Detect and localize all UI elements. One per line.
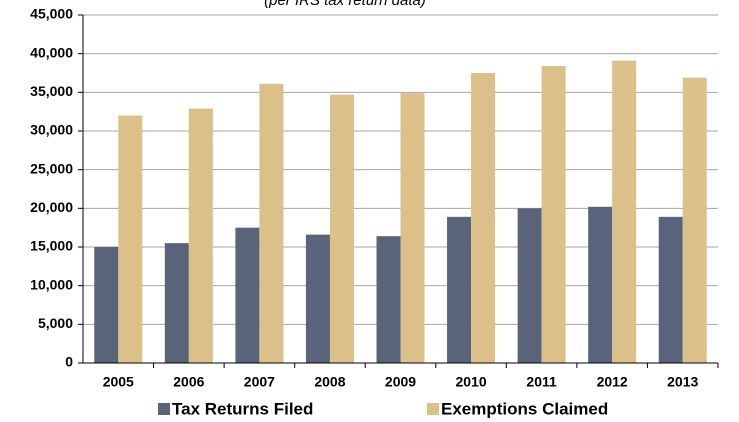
bar [235,227,260,363]
y-tick-label: 35,000 [30,83,73,99]
y-tick-label: 40,000 [30,44,73,60]
bar [164,243,189,363]
x-tick-label: 2011 [526,374,557,390]
bar [259,83,284,364]
y-tick-label: 25,000 [30,160,73,176]
bar [118,115,143,364]
y-tick-label: 5,000 [38,315,73,331]
bar [612,60,637,363]
bar [188,108,213,363]
legend-swatch [158,403,170,415]
x-tick-label: 2005 [103,374,134,390]
y-tick-label: 45,000 [30,6,73,22]
x-tick-label: 2007 [244,374,275,390]
x-tick-label: 2013 [667,374,698,390]
chart-subtitle: (per IRS tax return data) [264,0,426,9]
bar [94,247,119,363]
legend-label: Tax Returns Filed [172,399,313,418]
y-tick-label: 0 [65,354,73,370]
legend-swatch [427,403,439,415]
bar [682,77,707,363]
bar [376,236,401,363]
bar [517,208,542,363]
x-tick-label: 2008 [314,374,345,390]
legend-label: Exemptions Claimed [441,399,608,418]
bar [400,93,425,364]
bar [471,73,496,363]
x-tick-label: 2006 [173,374,204,390]
bar [541,66,566,363]
x-tick-label: 2009 [385,374,416,390]
bar [329,94,354,364]
bar [658,216,683,363]
bar [305,234,330,363]
y-tick-label: 10,000 [30,276,73,292]
x-tick-label: 2010 [455,374,486,390]
bar [447,216,472,363]
y-tick-label: 30,000 [30,122,73,138]
y-tick-label: 20,000 [30,199,73,215]
x-tick-label: 2012 [597,374,628,390]
y-tick-label: 15,000 [30,238,73,254]
bar [588,206,613,363]
